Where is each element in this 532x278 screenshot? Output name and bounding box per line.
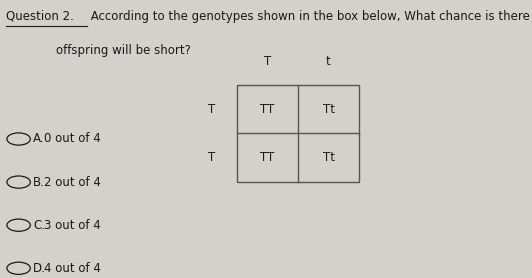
Text: Tt: Tt (322, 103, 335, 116)
Text: t: t (326, 55, 331, 68)
Text: TT: TT (260, 151, 275, 164)
Text: 0 out of 4: 0 out of 4 (44, 133, 101, 145)
Text: T: T (208, 151, 215, 164)
Text: T: T (264, 55, 271, 68)
Text: C.: C. (33, 219, 45, 232)
Text: Tt: Tt (322, 151, 335, 164)
Text: According to the genotypes shown in the box below, What chance is there that an: According to the genotypes shown in the … (87, 10, 532, 23)
Text: offspring will be short?: offspring will be short? (56, 44, 191, 58)
Text: 2 out of 4: 2 out of 4 (44, 176, 101, 188)
Text: B.: B. (33, 176, 45, 188)
Text: Question 2.: Question 2. (6, 10, 74, 23)
Text: T: T (208, 103, 215, 116)
Text: TT: TT (260, 103, 275, 116)
Text: 4 out of 4: 4 out of 4 (44, 262, 101, 275)
Text: D.: D. (33, 262, 46, 275)
Text: A.: A. (33, 133, 45, 145)
Bar (237, 85, 359, 182)
Text: 3 out of 4: 3 out of 4 (44, 219, 101, 232)
